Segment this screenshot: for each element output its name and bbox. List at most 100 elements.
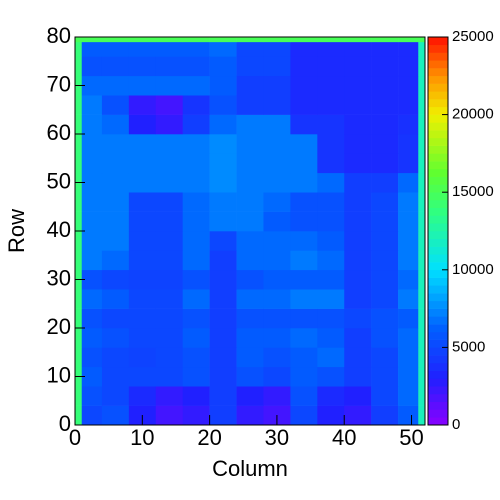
heatmap-cell (344, 347, 372, 368)
heatmap-cell (75, 153, 83, 174)
colorbar-step (428, 184, 448, 193)
heatmap-cell (236, 75, 264, 96)
colorbar-step (428, 75, 448, 84)
colorbar-step (428, 347, 448, 356)
heatmap-cell (317, 250, 345, 271)
heatmap-cell (128, 37, 157, 43)
heatmap-cell (344, 231, 372, 251)
heatmap-cell (290, 95, 318, 115)
heatmap-cell (418, 192, 426, 212)
heatmap-cell (317, 172, 345, 193)
heatmap-cell (101, 250, 130, 271)
heatmap-cell (344, 211, 372, 232)
heatmap-cell (81, 192, 103, 212)
heatmap-cell (290, 56, 318, 77)
x-tick-label: 30 (265, 425, 289, 450)
heatmap-cell (236, 95, 264, 115)
heatmap-cell (317, 347, 345, 368)
heatmap-cell (155, 134, 183, 154)
heatmap-cell (209, 192, 237, 212)
heatmap-cell (344, 328, 372, 348)
heatmap-cell (236, 211, 264, 232)
heatmap-cell (371, 231, 399, 251)
heatmap-cell (101, 328, 130, 348)
heatmap-cell (263, 172, 291, 193)
heatmap-cell (75, 56, 83, 77)
heatmap-cell (209, 153, 237, 174)
heatmap-cell (101, 41, 130, 57)
heatmap-cell (418, 386, 426, 406)
heatmap-cell (101, 56, 130, 77)
heatmap-cell (317, 37, 345, 43)
heatmap-cell (155, 56, 183, 77)
heatmap-cell (101, 153, 130, 174)
heatmap-cell (128, 347, 157, 368)
colorbar-step (428, 37, 448, 46)
heatmap-cell (418, 153, 426, 174)
heatmap-cell (317, 153, 345, 174)
heatmap-cell (317, 386, 345, 406)
colorbar-step (428, 417, 448, 426)
colorbar-step (428, 308, 448, 317)
heatmap-cell (75, 386, 83, 406)
heatmap-cell (263, 114, 291, 135)
heatmap-cell (128, 114, 157, 135)
heatmap-cell (155, 211, 183, 232)
colorbar-step (428, 355, 448, 364)
heatmap-cell (236, 153, 264, 174)
heatmap-cell (263, 56, 291, 77)
heatmap-cell (128, 211, 157, 232)
heatmap-cell (81, 250, 103, 271)
heatmap-cell (398, 153, 419, 174)
heatmap-cell (155, 328, 183, 348)
heatmap-cell (398, 328, 419, 348)
colorbar-step (428, 91, 448, 100)
y-tick-label: 30 (47, 265, 71, 290)
heatmap-cell (398, 308, 419, 329)
colorbar-step (428, 269, 448, 278)
y-axis-title: Row (4, 209, 29, 253)
heatmap-cell (344, 269, 372, 290)
heatmap-cell (418, 328, 426, 348)
heatmap-cell (398, 95, 419, 115)
heatmap-cell (344, 192, 372, 212)
colorbar-step (428, 44, 448, 53)
heatmap-cell (317, 114, 345, 135)
heatmap-cell (290, 405, 318, 426)
heatmap-cell (209, 172, 237, 193)
heatmap-cell (81, 347, 103, 368)
heatmap-cell (209, 134, 237, 154)
heatmap-cell (371, 192, 399, 212)
heatmap-cell (290, 41, 318, 57)
heatmap-cell (182, 41, 210, 57)
heatmap-cell (317, 269, 345, 290)
heatmap-cell (344, 250, 372, 271)
heatmap-cell (290, 75, 318, 96)
heatmap-cell (317, 328, 345, 348)
heatmap-cell (371, 95, 399, 115)
heatmap-cell (263, 308, 291, 329)
heatmap-cell (155, 405, 183, 426)
colorbar-step (428, 300, 448, 309)
heatmap-cell (371, 75, 399, 96)
heatmap-cell (209, 37, 237, 43)
heatmap-cell (101, 386, 130, 406)
heatmap-cell (236, 114, 264, 135)
heatmap-cell (317, 405, 345, 426)
heatmap-cell (418, 269, 426, 290)
x-tick-label: 20 (197, 425, 221, 450)
heatmap-cell (371, 269, 399, 290)
heatmap-cell (101, 37, 130, 43)
colorbar-step (428, 168, 448, 177)
colorbar-step (428, 68, 448, 77)
colorbar-step (428, 176, 448, 185)
heatmap-cell (317, 211, 345, 232)
heatmap-cell (155, 153, 183, 174)
heatmap-cell (398, 386, 419, 406)
heatmap-cell (418, 75, 426, 96)
heatmap-cell (290, 211, 318, 232)
colorbar-step (428, 331, 448, 340)
colorbar-step (428, 83, 448, 92)
heatmap-cell (398, 366, 419, 387)
heatmap-cell (398, 75, 419, 96)
